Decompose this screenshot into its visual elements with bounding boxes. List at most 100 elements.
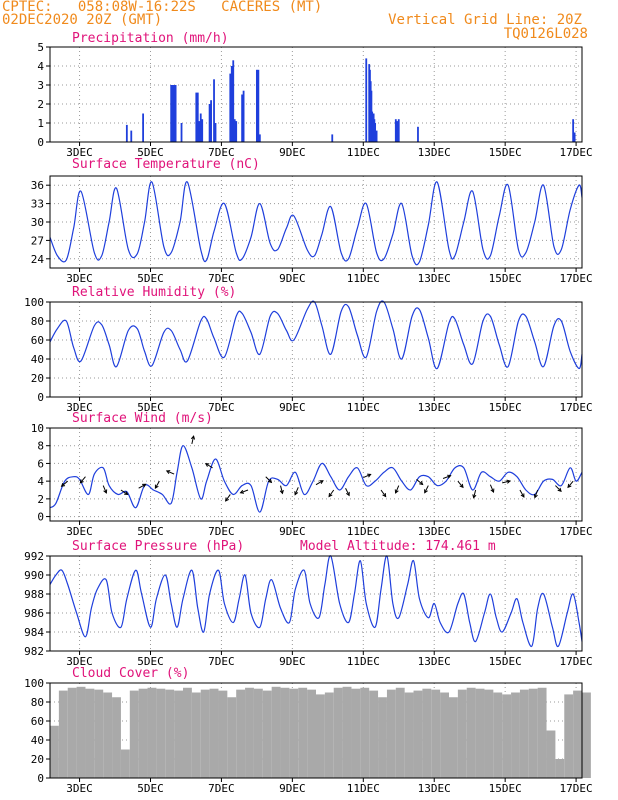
cloud-bar <box>457 689 467 778</box>
cloud-bar <box>138 688 148 778</box>
precip-bar <box>174 85 177 142</box>
x-tick-label: 5DEC <box>137 782 164 795</box>
cloud-bar <box>280 687 290 778</box>
cloud-bar <box>183 687 192 778</box>
panel-frame <box>49 555 583 652</box>
precip-bar <box>142 113 144 142</box>
wind-arrow <box>265 476 273 484</box>
y-tick-label: 5 <box>37 41 44 54</box>
y-tick-label: 33 <box>31 198 44 211</box>
y-tick-label: 0 <box>37 391 44 404</box>
precip-bar <box>365 58 368 142</box>
cloud-bar <box>431 689 441 778</box>
x-tick-label: 11DEC <box>347 146 380 159</box>
x-tick-label: 13DEC <box>418 272 451 285</box>
precip-bar <box>210 100 212 142</box>
precip-bar <box>125 124 128 142</box>
wind-arrow <box>380 489 387 498</box>
x-tick-label: 9DEC <box>279 401 306 414</box>
cloud-bar <box>227 697 237 778</box>
cloud-bar <box>493 692 503 778</box>
x-tick-label: 7DEC <box>208 401 235 414</box>
precip-bar <box>417 126 419 142</box>
y-tick-label: 80 <box>31 315 44 328</box>
x-tick-label: 5DEC <box>137 146 164 159</box>
x-tick-label: 17DEC <box>560 782 593 795</box>
cloud-bar <box>236 689 246 778</box>
x-tick-label: 7DEC <box>208 146 235 159</box>
y-tick-label: 60 <box>31 715 44 728</box>
cloud-bar <box>395 687 405 778</box>
cloud-bar <box>156 688 166 778</box>
cloud-bar <box>440 692 449 778</box>
cloud-bar <box>94 689 104 778</box>
wind-arrow <box>165 470 175 475</box>
y-tick-label: 100 <box>24 677 44 690</box>
series-line <box>49 300 583 370</box>
wind-arrow <box>190 435 196 445</box>
x-tick-label: 15DEC <box>489 525 522 538</box>
station-header: CPTEC: 058:08W-16:22S CACERES (MT) <box>2 0 323 15</box>
wind-arrow <box>472 489 477 499</box>
wind-arrow <box>567 480 574 489</box>
cloud-bar <box>147 687 157 778</box>
x-tick-label: 15DEC <box>489 272 522 285</box>
precip-bar <box>195 92 198 142</box>
x-tick-label: 17DEC <box>560 401 593 414</box>
x-tick-label: 13DEC <box>418 525 451 538</box>
y-tick-label: 992 <box>24 550 44 563</box>
precip-bar <box>180 123 183 142</box>
x-tick-label: 15DEC <box>489 655 522 668</box>
grid-line-note: Vertical Grid Line: 20Z <box>388 12 582 28</box>
x-tick-label: 9DEC <box>279 525 306 538</box>
cloud-bar <box>449 697 458 778</box>
cloud-bar <box>519 689 529 778</box>
x-tick-label: 5DEC <box>137 272 164 285</box>
x-tick-label: 5DEC <box>137 401 164 414</box>
y-tick-label: 36 <box>31 179 44 192</box>
precip-bar <box>198 121 201 142</box>
wind-arrow <box>416 478 424 486</box>
precip-bar <box>208 104 211 142</box>
x-tick-label: 9DEC <box>279 272 306 285</box>
x-tick-label: 11DEC <box>347 401 380 414</box>
x-tick-label: 9DEC <box>279 782 306 795</box>
x-tick-label: 7DEC <box>208 782 235 795</box>
cloud-bar <box>475 688 485 778</box>
cloud-bar <box>555 759 565 778</box>
cloud-bar <box>289 688 299 778</box>
wind-arrow <box>533 489 539 499</box>
y-tick-label: 40 <box>31 734 44 747</box>
panel-frame <box>49 46 583 143</box>
x-tick-label: 15DEC <box>489 401 522 414</box>
cloud-bar <box>466 687 476 778</box>
y-tick-label: 60 <box>31 334 44 347</box>
precip-bar <box>375 130 378 142</box>
x-tick-label: 3DEC <box>66 782 93 795</box>
x-tick-label: 13DEC <box>418 401 451 414</box>
precip-bar <box>241 94 244 142</box>
cloud-bar <box>422 688 432 778</box>
precip-bar <box>255 69 258 142</box>
precip-bar <box>170 85 173 142</box>
x-tick-label: 7DEC <box>208 525 235 538</box>
panel-title: Relative Humidity (%) <box>72 285 236 300</box>
cloud-bar <box>378 697 387 778</box>
cloud-bar <box>129 690 139 778</box>
x-tick-label: 5DEC <box>137 655 164 668</box>
x-tick-label: 15DEC <box>489 782 522 795</box>
y-tick-label: 0 <box>37 136 44 149</box>
cloud-bar <box>582 692 591 778</box>
cloud-bar <box>324 692 334 778</box>
cloud-bar <box>413 690 423 778</box>
cloud-bar <box>342 686 352 778</box>
x-tick-label: 17DEC <box>560 146 593 159</box>
cloud-bar <box>209 688 219 778</box>
precip-bar <box>171 85 174 142</box>
y-tick-label: 4 <box>37 60 44 73</box>
cloud-bar <box>316 694 325 778</box>
model-code: TQ0126L028 <box>503 26 588 42</box>
cloud-bar <box>85 688 95 778</box>
wind-arrow <box>315 480 324 486</box>
cloud-bar <box>76 686 86 778</box>
